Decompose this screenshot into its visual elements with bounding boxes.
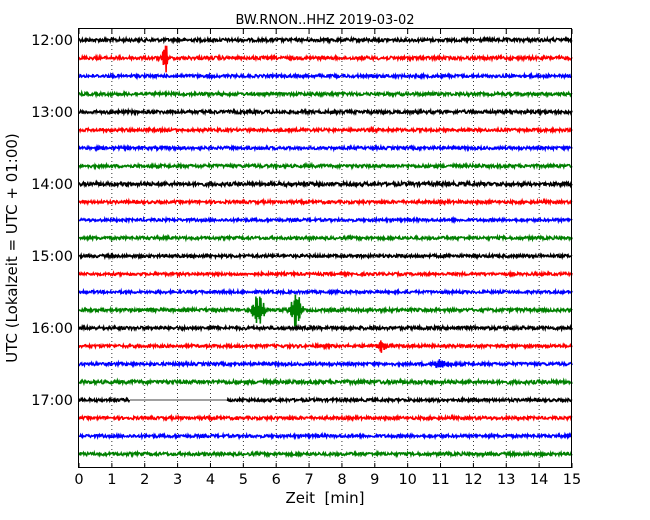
y-tick-label: 15:00 <box>31 249 73 265</box>
trace-1400 <box>78 179 573 189</box>
x-axis: 0 1 2 3 4 5 6 7 8 9 10 11 12 13 14 15 <box>74 29 581 488</box>
trace-1345 <box>78 161 573 171</box>
x-tick-label: 14 <box>530 472 548 488</box>
x-tick-label: 3 <box>173 472 182 488</box>
trace-1230 <box>78 71 573 81</box>
trace-1715 <box>78 413 573 423</box>
trace-1530 <box>78 287 573 297</box>
trace-1745 <box>78 449 573 459</box>
x-tick-label: 5 <box>239 472 248 488</box>
x-axis-label: Zeit [min] <box>285 489 364 507</box>
trace-1445 <box>78 233 573 243</box>
trace-1500 <box>78 251 573 261</box>
y-tick-label: 12:00 <box>31 33 73 49</box>
trace-1700 <box>78 395 573 405</box>
x-tick-label: 12 <box>464 472 482 488</box>
y-axis: 12:00 13:00 14:00 15:00 16:00 17:00 <box>31 33 572 409</box>
trace-1600 <box>78 323 573 333</box>
trace-1730 <box>78 431 573 441</box>
y-axis-label: UTC (Lokalzeit = UTC + 01:00) <box>3 133 21 363</box>
trace-1630 <box>78 359 573 369</box>
trace-1245 <box>78 89 573 99</box>
trace-1300 <box>78 107 573 117</box>
x-tick-label: 1 <box>107 472 116 488</box>
x-tick-label: 6 <box>272 472 281 488</box>
y-tick-label: 13:00 <box>31 105 73 121</box>
chart-title: BW.RNON..HHZ 2019-03-02 <box>235 13 414 28</box>
x-tick-label: 11 <box>431 472 449 488</box>
x-tick-label: 8 <box>337 472 346 488</box>
trace-1645 <box>78 377 573 387</box>
trace-1545 <box>78 294 573 327</box>
trace-1415 <box>78 197 573 207</box>
trace-1615 <box>78 340 573 353</box>
traces <box>78 35 573 459</box>
x-tick-label: 9 <box>370 472 379 488</box>
plot-frame <box>78 28 572 468</box>
trace-1200 <box>78 35 573 45</box>
y-tick-label: 17:00 <box>31 393 73 409</box>
trace-1330 <box>78 143 573 153</box>
x-tick-label: 0 <box>74 472 83 488</box>
x-tick-label: 15 <box>563 472 581 488</box>
y-tick-label: 16:00 <box>31 321 73 337</box>
trace-1315 <box>78 125 573 135</box>
trace-1430 <box>78 215 573 225</box>
y-tick-label: 14:00 <box>31 177 73 193</box>
trace-1215 <box>78 45 573 73</box>
x-tick-label: 2 <box>140 472 149 488</box>
x-tick-label: 4 <box>206 472 215 488</box>
trace-1515 <box>78 269 573 279</box>
x-tick-label: 10 <box>398 472 416 488</box>
x-tick-label: 7 <box>304 472 313 488</box>
x-tick-label: 13 <box>497 472 515 488</box>
